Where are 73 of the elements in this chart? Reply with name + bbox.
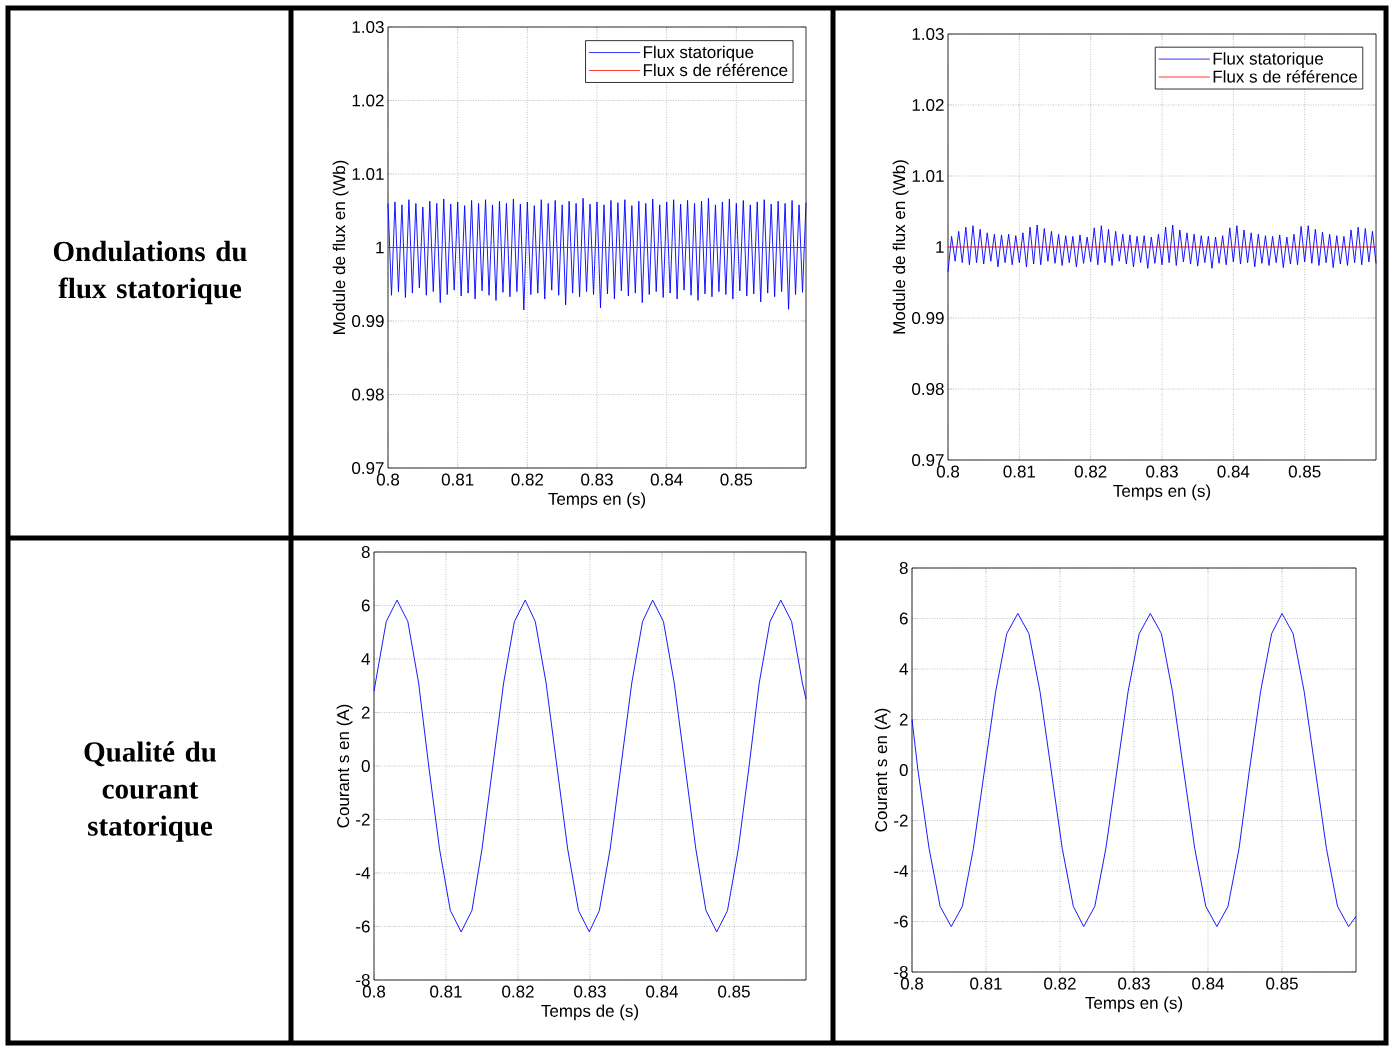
x-tick-label: 0.82	[1074, 465, 1107, 478]
y-tick-label: -2	[356, 813, 370, 826]
x-tick-label: 0.81	[430, 985, 462, 998]
y-tick-label: 1	[936, 241, 944, 253]
legend-label: Flux s de référence	[643, 63, 788, 77]
x-tick-label: 0.83	[574, 985, 606, 998]
y-tick-label: 8	[899, 561, 908, 575]
x-tick-label: 0.85	[1288, 465, 1321, 478]
y-axis-title: Courant s en (A)	[336, 704, 353, 828]
x-tick-label: 0.85	[718, 985, 750, 998]
text: Ondulations du flux statorique	[53, 240, 247, 305]
x-axis-title: Temps de (s)	[541, 1004, 639, 1021]
y-tick-label: 1.02	[912, 98, 944, 112]
y-tick-label: 0.97	[352, 461, 384, 475]
x-tick-label: 0.81	[970, 977, 1002, 990]
y-axis-title: Courant s en (A)	[874, 708, 891, 832]
text: Qualité du courant statorique	[84, 741, 217, 842]
x-tick-label: 0.8	[376, 473, 400, 486]
y-tick-label: -4	[894, 865, 908, 877]
y-tick-label: 0.99	[912, 311, 944, 325]
x-tick-label: 0.84	[1217, 465, 1250, 478]
y-axis-title: Module de flux en (Wb)	[892, 160, 909, 334]
x-tick-label: 0.83	[1146, 465, 1178, 478]
y-tick-label: -6	[356, 920, 370, 933]
x-tick-label: 0.82	[1044, 977, 1076, 990]
y-tick-label: 0.98	[912, 382, 944, 396]
y-tick-label: 1	[376, 241, 384, 254]
x-tick-label: 0.8	[936, 465, 960, 478]
legend-label: Flux s de référence	[1213, 70, 1357, 83]
x-tick-label: 0.83	[581, 473, 613, 486]
line-series	[387, 197, 807, 311]
y-axis-title: Module de flux en (Wb)	[332, 160, 349, 334]
y-tick-label: -4	[356, 867, 370, 879]
x-tick-label: 0.81	[441, 473, 474, 486]
y-tick-label: 4	[899, 663, 908, 675]
y-tick-label: 8	[361, 545, 370, 559]
legend-label: Flux statorique	[643, 45, 754, 62]
y-tick-label: 0.97	[912, 453, 944, 467]
y-tick-label: 4	[361, 653, 370, 665]
x-tick-label: 0.8	[900, 977, 924, 990]
y-tick-label: 0	[899, 763, 908, 777]
x-tick-label: 0.85	[720, 473, 753, 486]
x-tick-label: 0.82	[502, 985, 534, 998]
x-tick-label: 0.84	[646, 985, 679, 998]
y-tick-label: 1.01	[912, 169, 944, 183]
y-tick-label: 2	[361, 706, 370, 719]
y-tick-label: -6	[894, 915, 908, 928]
y-tick-label: 0.98	[352, 388, 384, 401]
y-tick-label: 2	[899, 713, 908, 726]
x-tick-label: 0.81	[1003, 465, 1036, 478]
y-tick-label: -8	[894, 965, 908, 979]
x-tick-label: 0.84	[650, 473, 683, 486]
line-series	[373, 599, 807, 933]
y-tick-label: -2	[894, 814, 908, 827]
x-tick-label: 0.85	[1266, 977, 1298, 990]
x-tick-label: 0.82	[511, 473, 544, 486]
x-axis-title: Temps en (s)	[548, 492, 646, 509]
x-axis-title: Temps en (s)	[1085, 996, 1183, 1013]
y-tick-label: 1.03	[352, 20, 384, 34]
y-tick-label: 1.03	[912, 27, 944, 41]
x-axis-title: Temps en (s)	[1113, 484, 1211, 501]
legend-label: Flux statorique	[1213, 52, 1323, 69]
y-tick-label: 1.02	[352, 94, 384, 107]
y-tick-label: 6	[899, 612, 908, 625]
y-tick-label: 1.01	[352, 167, 384, 181]
y-tick-label: -8	[356, 973, 370, 987]
y-tick-label: 6	[361, 599, 370, 612]
x-tick-label: 0.84	[1192, 977, 1225, 990]
x-tick-label: 0.8	[362, 985, 386, 998]
line-series	[947, 224, 1377, 273]
x-tick-label: 0.83	[1118, 977, 1150, 990]
y-tick-label: 0	[361, 759, 370, 773]
y-tick-label: 0.99	[352, 314, 384, 328]
